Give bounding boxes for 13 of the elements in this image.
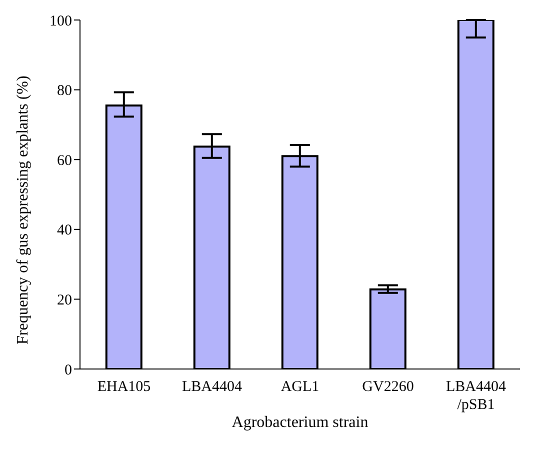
y-tick-label: 40 — [57, 222, 72, 239]
y-axis-title: Frequency of gus expressing explants (%) — [14, 76, 32, 344]
y-tick-label: 100 — [50, 13, 72, 30]
x-tick-label: LBA4404 /pSB1 — [446, 379, 506, 413]
y-tick-label: 20 — [57, 292, 72, 309]
y-tick-label: 60 — [57, 152, 72, 169]
x-tick-label: EHA105 — [97, 379, 151, 395]
y-tick-label: 80 — [57, 83, 72, 100]
y-tick-label: 0 — [64, 362, 72, 378]
x-tick-label: LBA4404 — [182, 379, 242, 395]
x-tick-label: GV2260 — [362, 379, 414, 395]
x-tick-label: AGL1 — [280, 379, 320, 395]
x-axis-title: Agrobacterium strain — [232, 414, 368, 431]
